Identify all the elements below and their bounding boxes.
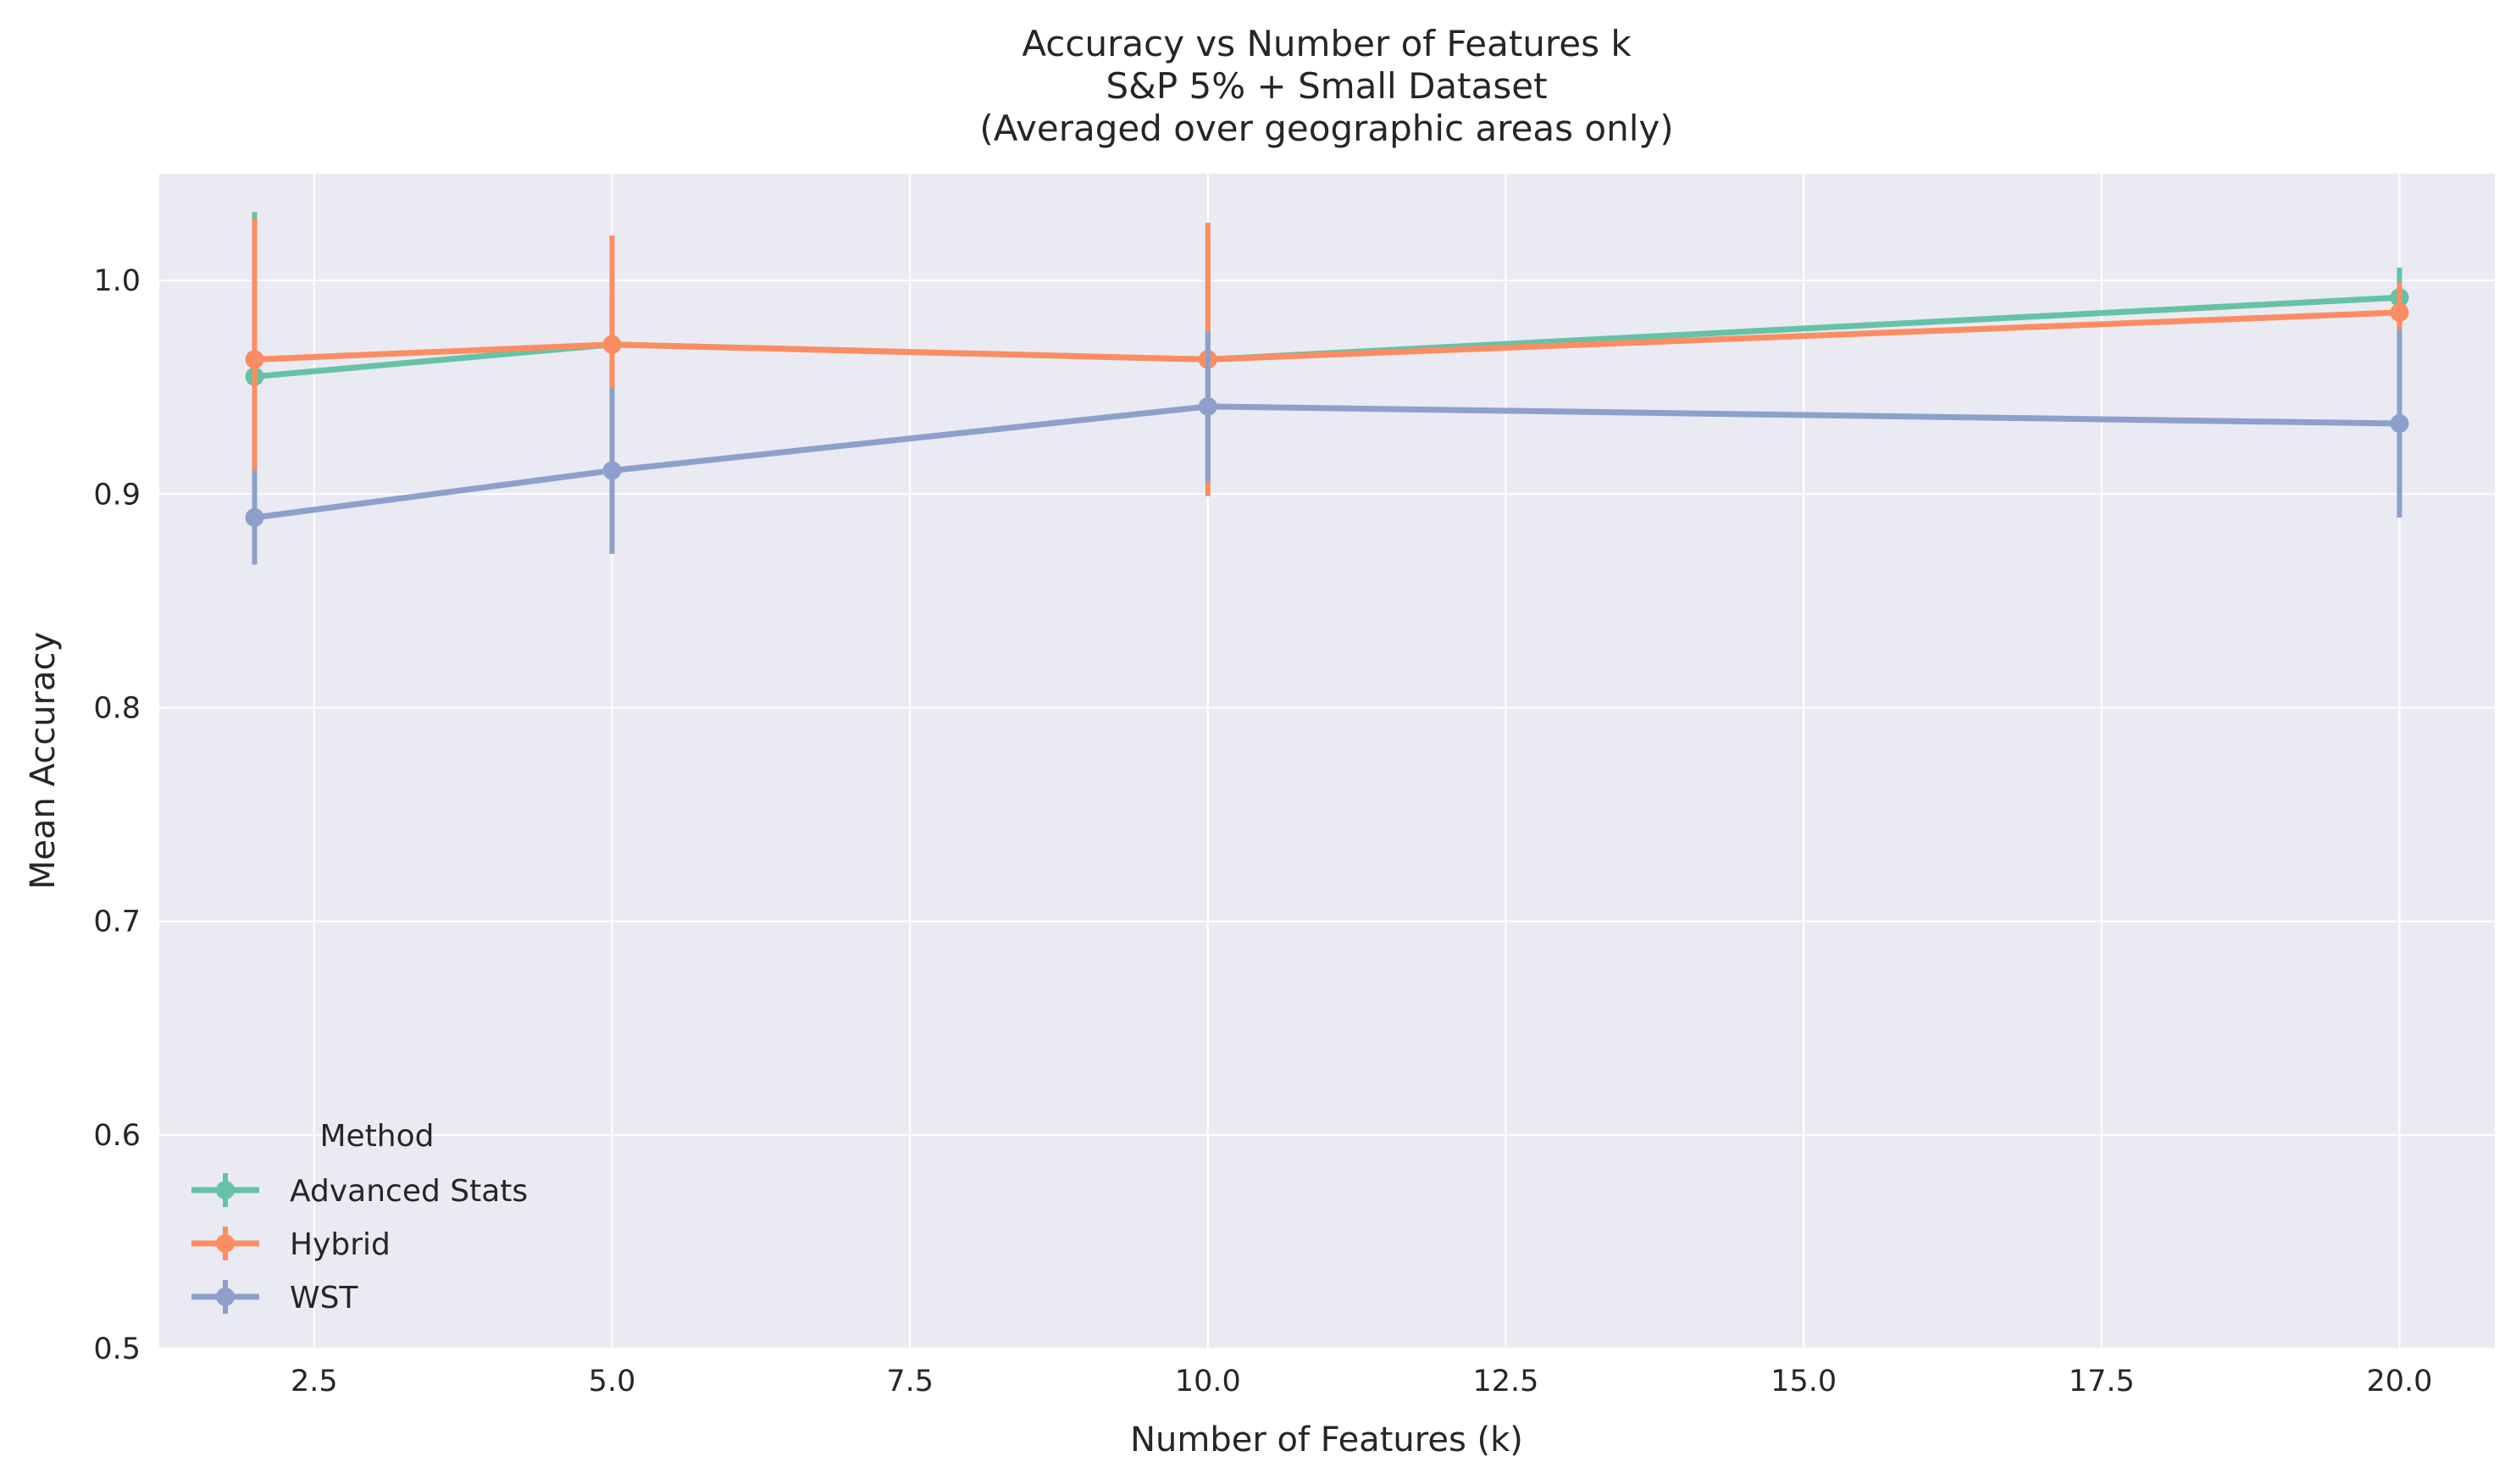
legend: Method Advanced Stats Hybrid WST [191,1119,528,1315]
data-point [602,461,622,480]
title-line: S&P 5% + Small Dataset [1106,65,1547,107]
legend-label: WST [290,1281,358,1315]
data-point [602,335,622,354]
plot-background [159,174,2495,1348]
legend-item: WST [191,1280,358,1315]
data-point [1198,396,1217,416]
title-line: Accuracy vs Number of Features k [1022,23,1632,64]
series-layer [245,212,2409,565]
series-hybrid [245,218,2409,496]
y-tick-label: 0.7 [93,905,141,939]
y-tick-label: 0.9 [93,478,141,512]
legend-label: Hybrid [290,1227,391,1262]
y-tick-label: 0.5 [93,1332,141,1366]
legend-marker [216,1181,235,1199]
legend-title: Method [319,1119,434,1154]
legend-item: Advanced Stats [191,1173,528,1209]
y-tick-label: 1.0 [93,264,141,298]
data-point [2390,302,2409,322]
x-axis-ticks: 2.5 5.0 7.5 10.0 12.5 15.0 17.5 20.0 [291,1365,2432,1398]
data-point [245,508,264,528]
series-wst [245,329,2409,565]
x-tick-label: 7.5 [886,1365,934,1398]
chart-title: Accuracy vs Number of Features k S&P 5% … [979,23,1673,149]
x-axis-label: Number of Features (k) [1130,1420,1523,1459]
legend-label: Advanced Stats [290,1174,528,1209]
legend-item: Hybrid [191,1227,391,1262]
data-point [245,350,264,369]
series-line [254,403,2400,521]
y-tick-label: 0.6 [93,1119,141,1153]
x-tick-label: 15.0 [1771,1365,1837,1398]
y-axis-label: Mean Accuracy [24,632,63,889]
y-tick-label: 0.8 [93,691,141,725]
x-tick-label: 20.0 [2367,1365,2433,1398]
y-axis-ticks: 0.5 0.6 0.7 0.8 0.9 1.0 [93,264,141,1366]
x-tick-label: 17.5 [2069,1365,2135,1398]
data-point [2390,414,2409,434]
title-line: (Averaged over geographic areas only) [979,108,1673,149]
legend-marker [216,1234,235,1253]
legend-marker [216,1287,235,1306]
x-tick-label: 5.0 [589,1365,636,1398]
x-tick-label: 10.0 [1175,1365,1241,1398]
series-line [254,309,2400,363]
x-tick-label: 12.5 [1473,1365,1539,1398]
x-tick-label: 2.5 [291,1365,338,1398]
